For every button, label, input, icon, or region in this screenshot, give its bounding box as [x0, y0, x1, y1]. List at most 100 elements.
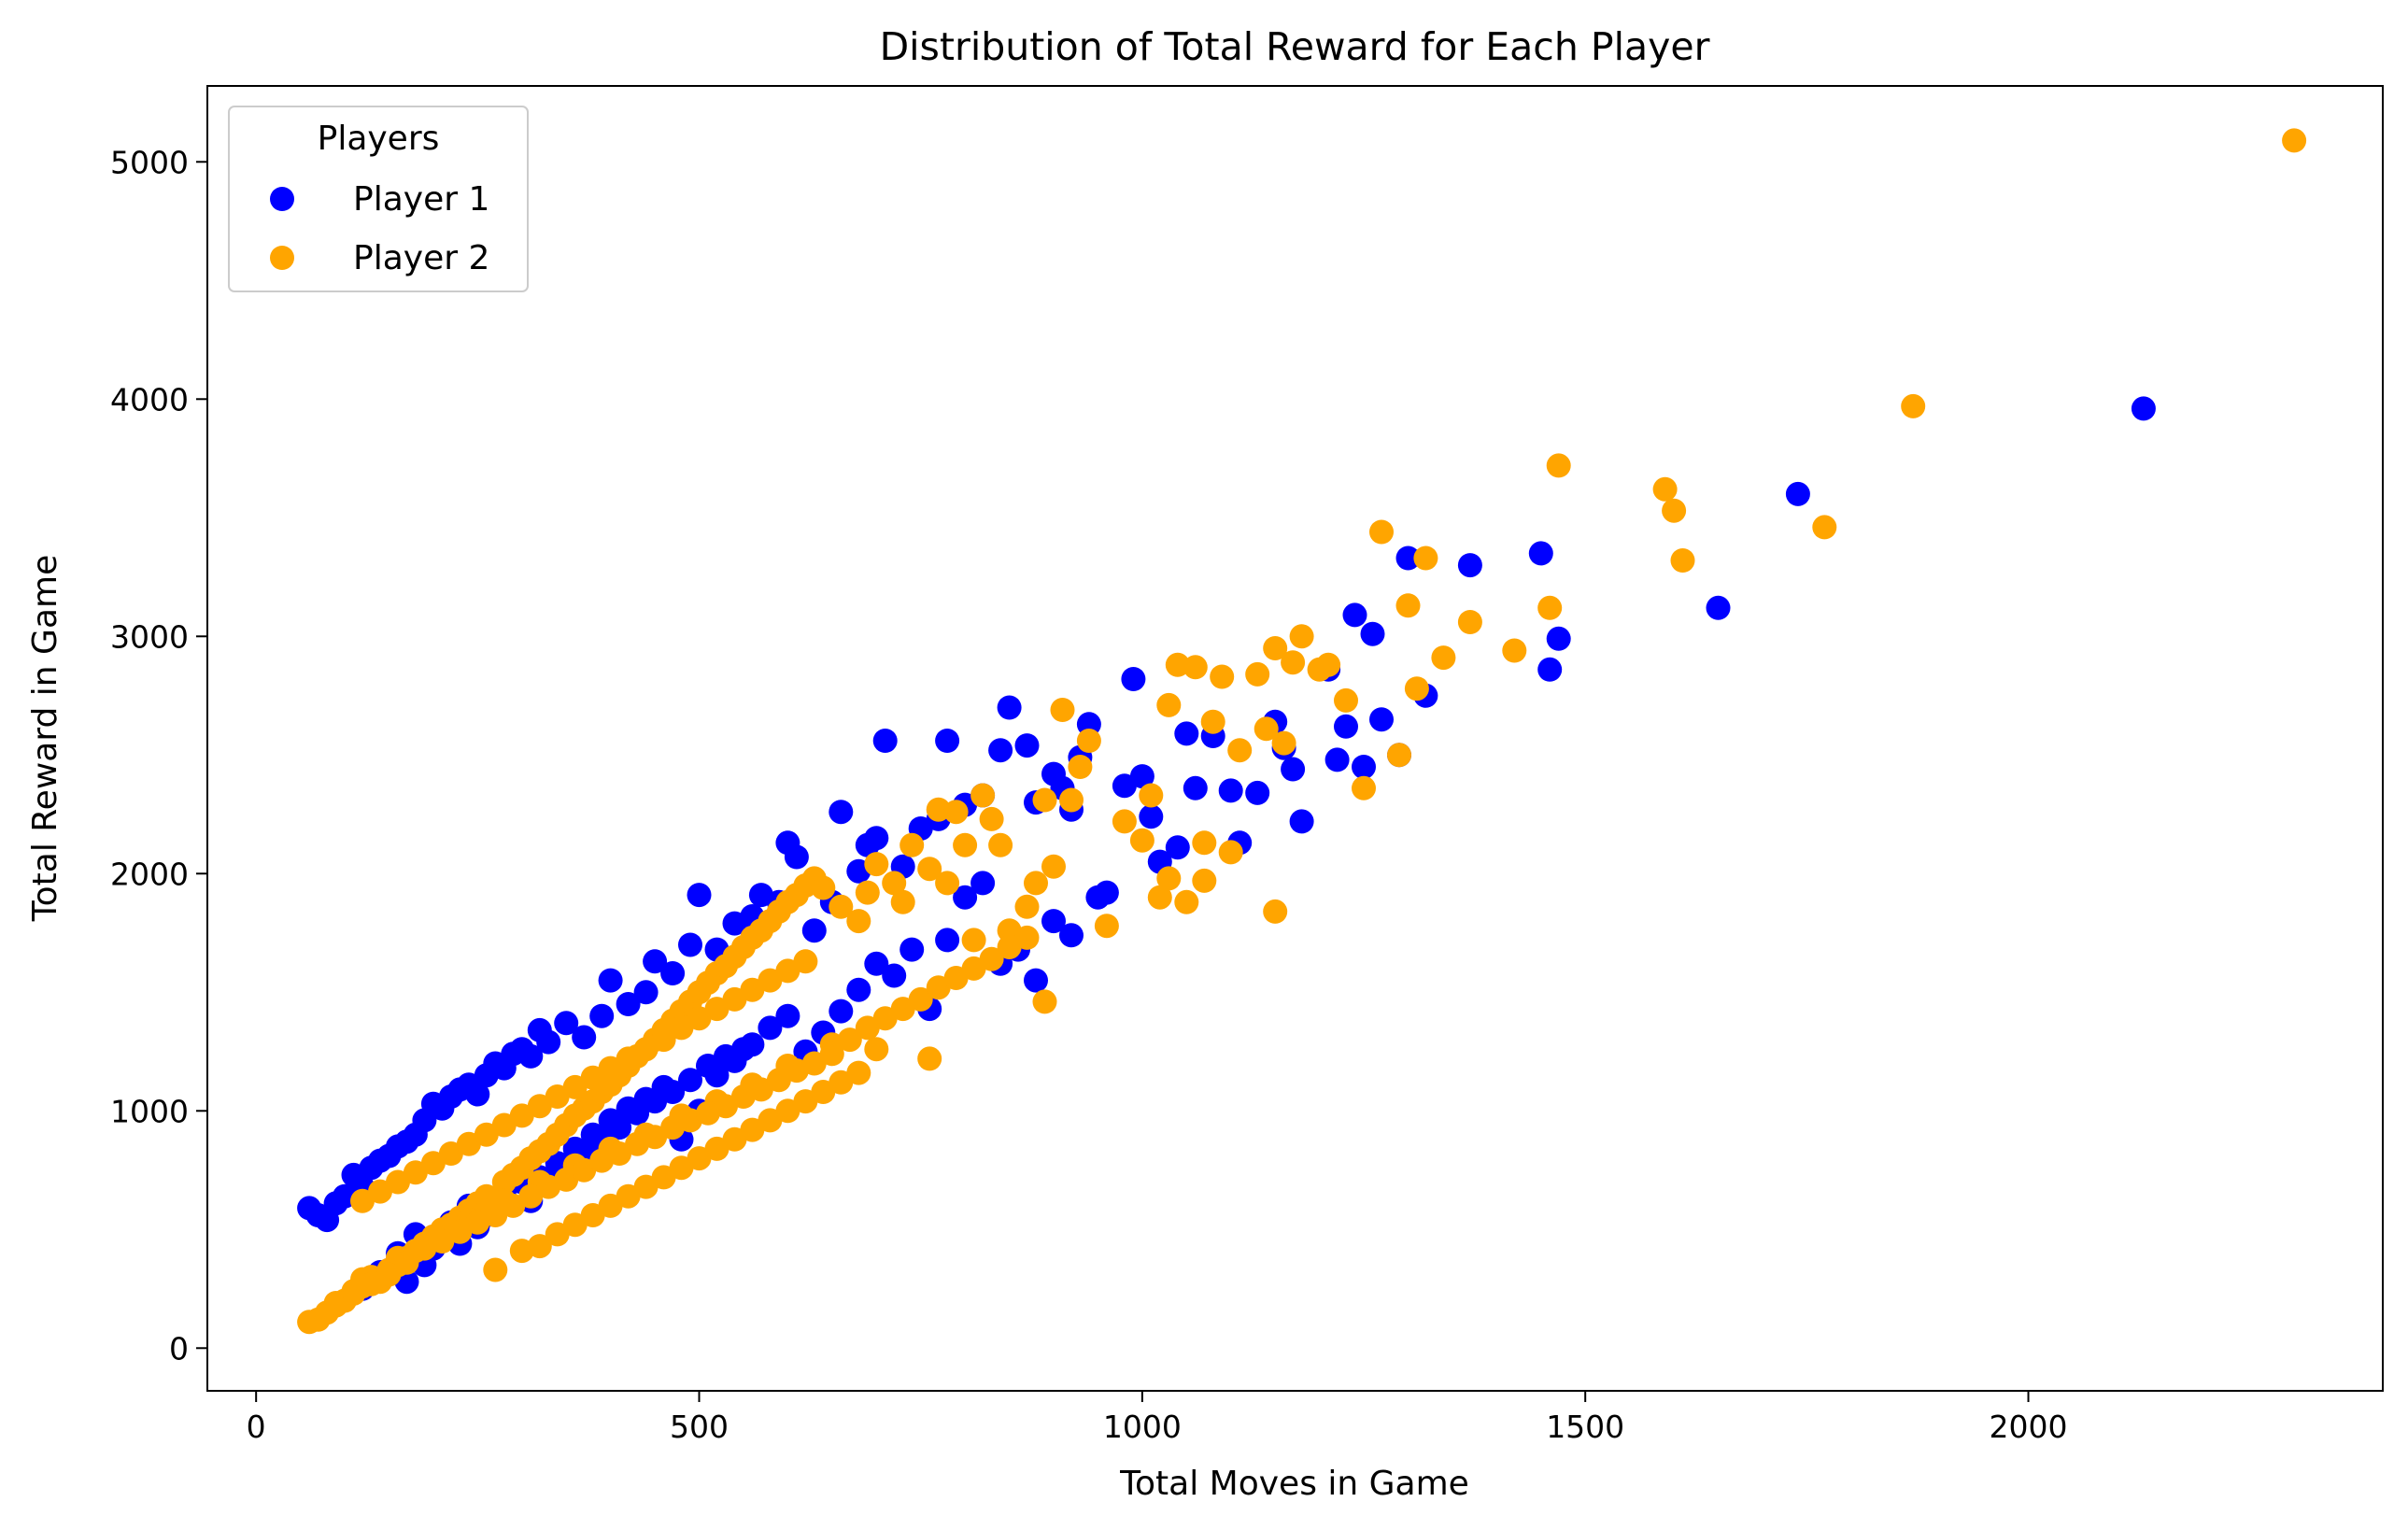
data-point: [1457, 553, 1482, 578]
data-point: [899, 937, 925, 962]
data-point: [988, 738, 1013, 763]
data-point: [678, 932, 702, 957]
data-point: [1395, 593, 1421, 618]
data-point: [474, 1122, 499, 1147]
data-point: [730, 1037, 756, 1062]
data-point: [483, 1203, 508, 1227]
y-tick-label: 1000: [110, 1093, 189, 1129]
data-point: [403, 1160, 428, 1185]
data-point: [988, 832, 1013, 857]
data-point: [864, 1037, 889, 1062]
data-point: [1112, 773, 1137, 799]
data-point: [1014, 925, 1040, 950]
data-point: [801, 918, 827, 943]
data-point: [1785, 481, 1810, 506]
data-point: [926, 797, 951, 822]
data-point: [784, 844, 809, 870]
data-point: [545, 1222, 570, 1247]
data-point: [970, 871, 996, 896]
data-point: [970, 783, 996, 808]
data-point: [572, 1025, 597, 1050]
data-point: [1263, 636, 1288, 660]
data-point: [420, 1151, 446, 1176]
data-point: [1174, 721, 1199, 746]
data-point: [1085, 885, 1111, 910]
data-point: [1014, 894, 1040, 919]
data-point: [775, 958, 800, 984]
data-point: [1068, 755, 1093, 779]
data-point: [589, 1003, 615, 1028]
data-point: [1706, 595, 1731, 620]
data-point: [1210, 664, 1235, 689]
data-point: [1502, 638, 1527, 663]
data-point: [1263, 899, 1288, 924]
data-point: [1218, 840, 1243, 865]
data-point: [678, 1068, 702, 1093]
y-axis-label: Total Reward in Game: [26, 555, 64, 922]
data-point: [1324, 747, 1350, 772]
data-point: [953, 885, 978, 910]
data-point: [1901, 393, 1926, 418]
data-point: [837, 1027, 862, 1053]
data-point: [554, 1011, 579, 1036]
data-point: [527, 1234, 552, 1259]
data-point: [536, 1029, 561, 1055]
data-point: [1192, 830, 1217, 856]
data-point: [643, 1125, 668, 1150]
data-point: [1352, 775, 1376, 800]
data-point: [616, 992, 641, 1016]
data-point: [368, 1179, 392, 1204]
data-point: [1387, 743, 1411, 768]
data-point: [846, 977, 871, 1002]
data-point: [1227, 738, 1253, 763]
data-point: [323, 1291, 348, 1315]
data-point: [465, 1082, 490, 1107]
data-point: [1041, 909, 1066, 934]
data-point: [1032, 989, 1057, 1014]
data-point: [687, 1006, 712, 1031]
series-player-2: [297, 128, 2307, 1335]
data-point: [1139, 804, 1164, 829]
data-point: [1041, 854, 1066, 879]
data-point: [740, 977, 765, 1002]
data-point: [1032, 787, 1057, 813]
data-point: [961, 956, 986, 981]
data-point: [1139, 783, 1164, 808]
data-point: [1024, 968, 1048, 993]
data-point: [1670, 548, 1695, 573]
legend: Players Player 1 Player 2: [228, 106, 529, 292]
y-tick-label: 3000: [110, 618, 189, 655]
data-point: [953, 832, 978, 857]
data-point: [1076, 729, 1101, 753]
legend-label-player-1: Player 1: [353, 180, 489, 219]
data-point: [1254, 716, 1279, 742]
data-point: [633, 980, 659, 1005]
data-point: [633, 1174, 659, 1199]
chart-title: Distribution of Total Reward for Each Pl…: [880, 24, 1710, 69]
data-point: [872, 729, 898, 753]
data-point: [704, 997, 729, 1022]
plot-frame: [206, 85, 2384, 1392]
data-point: [829, 800, 854, 825]
data-point: [1334, 714, 1358, 739]
data-point: [1245, 661, 1270, 687]
data-point: [509, 1103, 534, 1128]
legend-marker-player-2: [270, 246, 294, 270]
data-point: [1281, 650, 1306, 675]
data-point: [811, 875, 836, 900]
data-point: [917, 857, 942, 882]
data-point: [864, 951, 889, 976]
data-point: [775, 1003, 800, 1028]
data-point: [855, 880, 880, 905]
data-point: [1024, 871, 1048, 896]
data-point: [518, 1043, 544, 1069]
data-point: [1369, 707, 1394, 732]
data-point: [1662, 498, 1687, 523]
data-point: [829, 1070, 854, 1095]
data-point: [359, 1271, 384, 1296]
x-tick-label: 500: [670, 1409, 729, 1445]
data-point: [943, 966, 969, 990]
data-point: [2282, 128, 2307, 153]
data-point: [1546, 453, 1571, 478]
data-point: [917, 1046, 942, 1071]
